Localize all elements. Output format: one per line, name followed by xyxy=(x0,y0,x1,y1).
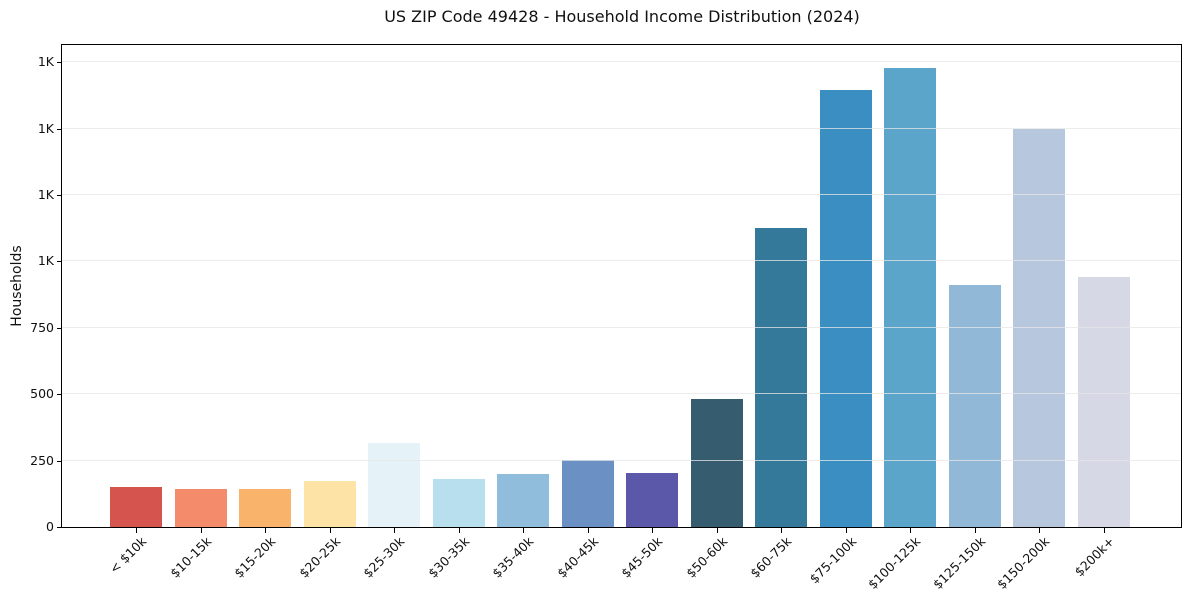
y-tick-mark xyxy=(57,460,62,462)
gridline xyxy=(62,61,1181,63)
y-tick-mark xyxy=(57,195,62,197)
x-tick-label: $50-60k xyxy=(682,533,730,581)
bar-$30-35k xyxy=(432,479,485,527)
y-tick-label: 0 xyxy=(46,519,54,534)
bar-$60-75k xyxy=(755,228,807,527)
x-tick-label: $45-50k xyxy=(618,533,666,581)
y-tick-label: 1K xyxy=(37,253,54,269)
y-tick-mark xyxy=(57,394,62,396)
y-tick-label: 250 xyxy=(30,452,54,468)
y-tick-label: 1K xyxy=(37,187,54,203)
x-tick-label: $15-20k xyxy=(231,533,279,581)
bar-$150-200k xyxy=(1013,128,1065,527)
x-tick-mark xyxy=(1103,528,1105,533)
bar-$75-100k xyxy=(819,90,872,527)
x-tick-mark xyxy=(652,528,653,533)
x-tick-mark xyxy=(1039,528,1040,533)
bar-$50-60k xyxy=(690,398,743,527)
bar-$100-125k xyxy=(884,68,936,527)
x-tick-label: $75-100k xyxy=(806,533,859,587)
x-tick-label: $10-15k xyxy=(166,533,214,581)
y-tick-mark xyxy=(57,527,62,528)
plot-area xyxy=(61,44,1182,528)
x-tick-mark xyxy=(523,528,524,533)
x-tick-mark xyxy=(587,528,589,533)
gridline xyxy=(62,393,1181,395)
x-tick-mark xyxy=(974,528,976,533)
x-tick-label: $60-75k xyxy=(747,533,795,581)
x-tick-label: < $10k xyxy=(106,533,150,577)
x-tick-label: $100-125k xyxy=(864,533,924,590)
y-tick-label: 1K xyxy=(37,120,54,136)
bar-$35-40k xyxy=(497,473,549,527)
plot-inner xyxy=(62,45,1181,527)
gridline xyxy=(62,194,1181,196)
bar-$20-25k xyxy=(303,481,356,527)
bar-$25-30k xyxy=(368,443,420,527)
y-tick-label: 1K xyxy=(37,54,54,70)
x-tick-mark xyxy=(716,528,718,533)
x-tick-mark xyxy=(394,528,395,533)
gridline xyxy=(62,326,1181,328)
x-tick-mark xyxy=(845,528,847,533)
gridline xyxy=(62,459,1181,461)
x-tick-mark xyxy=(458,528,460,533)
x-tick-label: $150-200k xyxy=(993,533,1053,590)
y-tick-label: 500 xyxy=(30,386,54,402)
y-tick-mark xyxy=(57,327,62,329)
y-tick-mark xyxy=(57,261,62,263)
bar-$200k+ xyxy=(1077,277,1130,527)
y-tick-mark xyxy=(57,128,62,130)
x-tick-mark xyxy=(781,528,782,533)
bar-< $10k xyxy=(110,487,162,527)
x-tick-label: $125-150k xyxy=(929,533,988,590)
x-tick-mark xyxy=(910,528,911,533)
x-tick-mark xyxy=(265,528,266,533)
gridline xyxy=(62,260,1181,262)
bar-$15-20k xyxy=(239,488,291,527)
x-tick-mark xyxy=(136,528,137,533)
x-tick-label: $30-35k xyxy=(424,533,472,581)
y-tick-mark xyxy=(57,62,62,64)
x-tick-label: $25-30k xyxy=(360,533,408,581)
y-tick-label: 750 xyxy=(30,319,54,335)
gridline xyxy=(62,127,1181,129)
x-tick-label: $40-45k xyxy=(553,533,601,581)
bar-$45-50k xyxy=(626,473,678,527)
x-tick-label: $35-40k xyxy=(489,533,537,581)
bar-$40-45k xyxy=(561,460,614,527)
x-tick-mark xyxy=(200,528,202,533)
x-tick-label: $200k+ xyxy=(1071,533,1117,580)
x-tick-mark xyxy=(329,528,331,533)
bar-$125-150k xyxy=(948,285,1001,527)
x-tick-label: $20-25k xyxy=(295,533,343,581)
bar-$10-15k xyxy=(174,488,227,527)
chart-title: US ZIP Code 49428 - Household Income Dis… xyxy=(384,7,860,26)
